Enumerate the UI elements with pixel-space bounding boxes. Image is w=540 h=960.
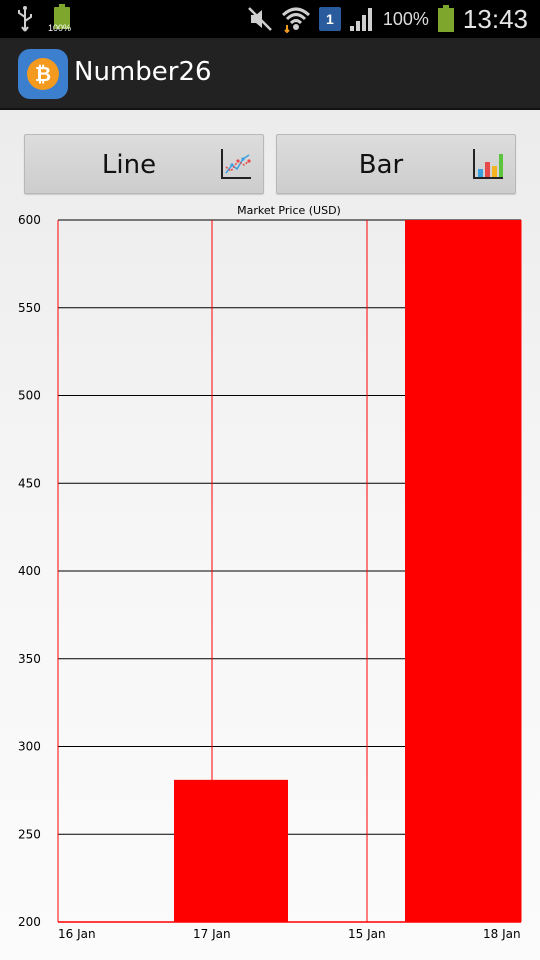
bar-chart-icon [471, 147, 505, 181]
mute-icon [247, 6, 273, 32]
battery-icon: 100% [48, 4, 74, 34]
y-tick-label: 600 [18, 213, 41, 227]
app-title: Number26 [74, 57, 212, 87]
battery-percent: 100% [382, 8, 429, 29]
usb-icon [14, 5, 36, 33]
battery-small-text: 100% [48, 23, 72, 33]
bitcoin-icon[interactable]: ₿ [18, 49, 68, 99]
status-bar: 100% 1 100% 13:43 [0, 0, 540, 38]
y-tick-label: 200 [18, 915, 41, 929]
bitcoin-coin: ₿ [27, 58, 59, 90]
signal-icon [349, 6, 375, 32]
x-tick-label: 17 Jan [193, 927, 231, 941]
y-tick-label: 450 [18, 476, 41, 490]
chart-title: Market Price (USD) [237, 204, 341, 217]
line-button-label: Line [101, 150, 157, 180]
wifi-icon [281, 5, 311, 33]
y-tick-label: 350 [18, 652, 41, 666]
bar-chart: 600 550 500 450 400 350 300 250 200 16 Jan 17 Jan 1… [0, 200, 540, 960]
line-chart-button[interactable]: Line [24, 134, 264, 194]
y-tick-label: 400 [18, 564, 41, 578]
chart-canvas: 600 550 500 450 400 350 300 250 200 16 Jan 17 Jan 1… [18, 213, 522, 941]
bar [174, 779, 288, 922]
line-chart-icon [219, 147, 253, 181]
action-bar: ₿ Number26 [0, 38, 540, 110]
status-right: 1 100% 13:43 [247, 2, 528, 36]
bar-chart-button[interactable]: Bar [276, 134, 516, 194]
y-tick-label: 500 [18, 389, 41, 403]
sim-badge: 1 [318, 7, 341, 31]
y-tick-label: 300 [18, 740, 41, 754]
clock: 13:43 [462, 3, 528, 34]
bar-button-label: Bar [358, 150, 404, 180]
x-tick-label: 15 Jan [348, 927, 386, 941]
battery-full-icon [437, 5, 455, 33]
x-tick-label: 18 Jan [483, 927, 521, 941]
y-tick-label: 250 [18, 827, 41, 841]
bar [405, 220, 521, 922]
y-tick-label: 550 [18, 301, 41, 315]
status-left: 100% [14, 4, 74, 34]
x-tick-label: 16 Jan [58, 927, 96, 941]
